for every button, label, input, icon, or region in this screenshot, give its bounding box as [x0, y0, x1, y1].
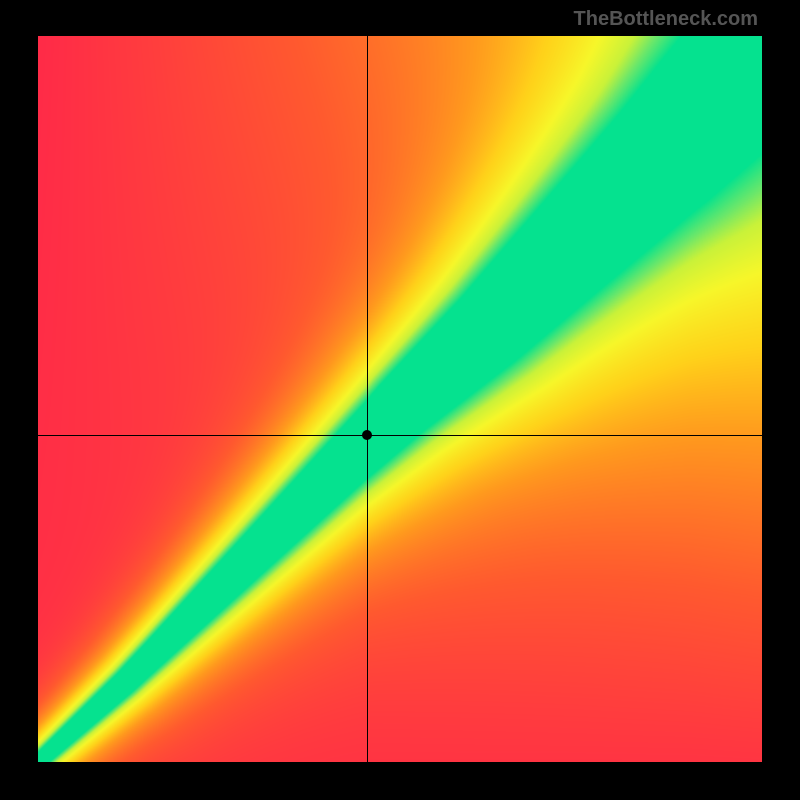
crosshair-marker — [362, 430, 372, 440]
heatmap-canvas — [38, 36, 762, 762]
crosshair-horizontal — [38, 435, 762, 436]
bottleneck-heatmap — [38, 36, 762, 762]
crosshair-vertical — [367, 36, 368, 762]
attribution-text: TheBottleneck.com — [574, 8, 758, 31]
